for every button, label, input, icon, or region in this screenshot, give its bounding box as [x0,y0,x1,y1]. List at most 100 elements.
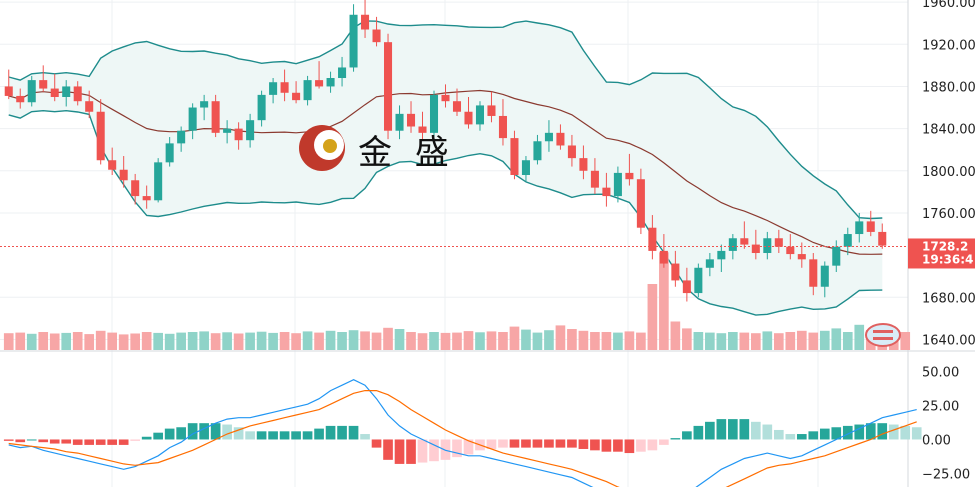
macd-histogram-bar [107,439,118,445]
macd-histogram-bar [279,431,290,440]
macd-histogram-bar [452,439,462,458]
macd-histogram-bar [705,421,715,440]
candle-body [234,128,243,141]
candle-body [280,82,289,93]
candle-body [257,94,266,121]
volume-bar [601,332,612,350]
volume-bar [463,331,474,350]
volume-bar [164,333,175,350]
logo-coin-icon [323,139,337,153]
macd-tick-label: 25.00 [922,400,959,415]
macd-histogram-bar [337,425,347,440]
volume-bar [785,332,796,350]
macd-histogram-bar [659,439,669,445]
macd-histogram-bar [245,431,255,440]
candle-body [16,95,25,103]
volume-bar [842,332,853,350]
macd-histogram-bar [831,427,842,440]
candle-body [763,238,772,254]
volume-bar [84,334,95,350]
candle-body [774,238,783,247]
candle-body [177,130,186,144]
macd-histogram-bar [773,429,784,440]
candle-body [303,80,312,101]
candle-body [211,101,220,133]
volume-bar [521,329,531,350]
candles [4,0,887,302]
volume-bar [659,252,669,350]
candle-body [223,128,232,133]
macd-histogram-bar [808,431,819,440]
macd-histogram-bar [601,439,612,452]
macd-histogram-bar [84,439,95,445]
candle-body [85,101,94,112]
volume-bar [636,332,646,350]
volume-bar [107,332,118,350]
volume-bar [61,332,72,350]
candle-body [740,238,749,245]
candle-body [717,250,726,260]
candle-body [579,158,588,171]
volume-bar [624,331,635,350]
macd-histogram-bar [141,436,152,440]
macd-histogram-bar [613,439,623,452]
macd-histogram-bar [291,431,301,440]
candle-body [108,160,117,170]
macd-histogram-bar [693,425,704,440]
candle-body [188,107,197,131]
candle-body [590,170,599,188]
macd-histogram-bar [624,439,635,454]
price-tick-label: 1680.00 [922,291,975,306]
volume-bar [371,332,382,350]
macd-histogram-bar [256,431,267,440]
volume-bar [360,331,370,350]
candle-body [636,179,645,228]
volume-bar [26,333,37,350]
macd-histogram-bar [38,439,49,443]
candle-body [705,259,714,268]
volume-bar [900,332,911,350]
volume-bar [819,330,830,350]
candle-body [131,180,140,197]
candle-body [406,113,416,127]
symbol-badge [865,323,901,347]
candle-body [728,238,737,251]
macd-histogram-bar [509,439,520,448]
macd-histogram-bar [348,425,359,440]
macd-histogram-bar [463,439,474,455]
volume-bar [383,327,393,350]
macd-histogram-bar [647,439,658,451]
candle-body [441,94,450,102]
watermark-logo: 金 盛 [299,125,455,173]
volume-bar [325,330,336,350]
candle-body [326,78,335,87]
macd-histogram-bar [567,439,577,448]
candle-body [544,132,553,142]
macd-tick-label: −25.00 [922,467,970,482]
candle-body [361,14,370,30]
macd-histogram-bar [176,427,186,440]
macd-histogram-bar [222,424,232,440]
price-tick-label: 1640.00 [922,333,975,348]
candle-body [498,115,507,139]
candle-body [843,234,852,247]
volume-bar [716,333,727,350]
volume-bar [578,330,589,350]
macd-histogram-bar [888,424,899,440]
volume-bar [118,334,129,350]
macd-histogram-bar [877,423,888,440]
volume-bar [38,332,49,350]
volume-bar [854,324,865,350]
candle-body [27,80,36,103]
candle-body [315,80,324,87]
candle-body [464,111,473,125]
volume-bar [337,332,347,350]
macd-histogram-bar [819,428,830,440]
volume-bar [348,330,359,350]
macd-histogram-bar [15,439,26,443]
volume-bar [452,332,462,350]
watermark-text: 金 盛 [358,133,455,173]
signal-line [8,390,917,491]
